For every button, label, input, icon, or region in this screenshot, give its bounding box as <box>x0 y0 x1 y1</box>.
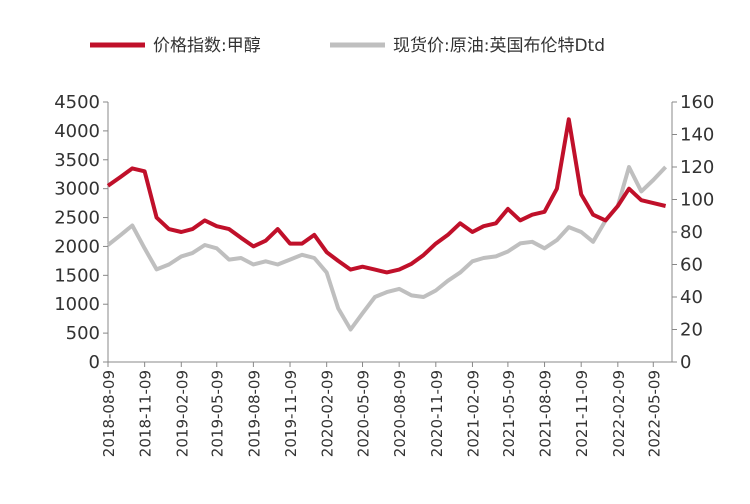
x-tick-label: 2019-08-09 <box>245 370 263 457</box>
y2-tick-label: 100 <box>680 190 714 211</box>
x-tick-label: 2018-08-09 <box>100 370 118 457</box>
x-tick-label: 2021-08-09 <box>537 370 555 457</box>
series-line <box>106 117 667 275</box>
y2-tick-label: 140 <box>680 125 714 146</box>
y-tick-label: 2500 <box>54 208 100 229</box>
x-tick-label: 2020-08-09 <box>391 370 409 457</box>
x-tick-label: 2020-11-09 <box>428 370 446 457</box>
y-tick-label: 2000 <box>54 236 100 257</box>
y2-tick-label: 40 <box>680 287 703 308</box>
series-line <box>106 165 668 332</box>
x-tick-label: 2019-11-09 <box>282 370 300 457</box>
x-tick-label: 2021-05-09 <box>500 370 518 457</box>
legend-label: 价格指数:甲醇 <box>153 36 261 56</box>
y2-tick-label: 60 <box>680 255 703 276</box>
y-tick-label: 3000 <box>54 179 100 200</box>
y2-tick-label: 0 <box>680 352 691 373</box>
y-tick-label: 1500 <box>54 265 100 286</box>
y2-tick-label: 20 <box>680 320 703 341</box>
y2-tick-label: 80 <box>680 222 703 243</box>
y-tick-label: 1000 <box>54 294 100 315</box>
x-tick-label: 2019-02-09 <box>173 370 191 457</box>
x-tick-label: 2020-02-09 <box>319 370 337 457</box>
y-tick-label: 500 <box>66 323 100 344</box>
legend-label: 现货价:原油:英国布伦特Dtd <box>393 36 605 56</box>
x-tick-label: 2020-05-09 <box>355 370 373 457</box>
x-tick-label: 2022-05-09 <box>645 370 663 457</box>
x-tick-label: 2022-02-09 <box>610 370 628 457</box>
y-tick-label: 4000 <box>54 121 100 142</box>
y-tick-label: 4500 <box>54 92 100 113</box>
x-tick-label: 2021-02-09 <box>464 370 482 457</box>
y-tick-label: 3500 <box>54 150 100 171</box>
x-tick-label: 2018-11-09 <box>137 370 155 457</box>
y2-tick-label: 120 <box>680 157 714 178</box>
x-tick-label: 2021-11-09 <box>573 370 591 457</box>
x-tick-label: 2019-05-09 <box>209 370 227 457</box>
y-tick-label: 0 <box>89 352 100 373</box>
y2-tick-label: 160 <box>680 92 714 113</box>
